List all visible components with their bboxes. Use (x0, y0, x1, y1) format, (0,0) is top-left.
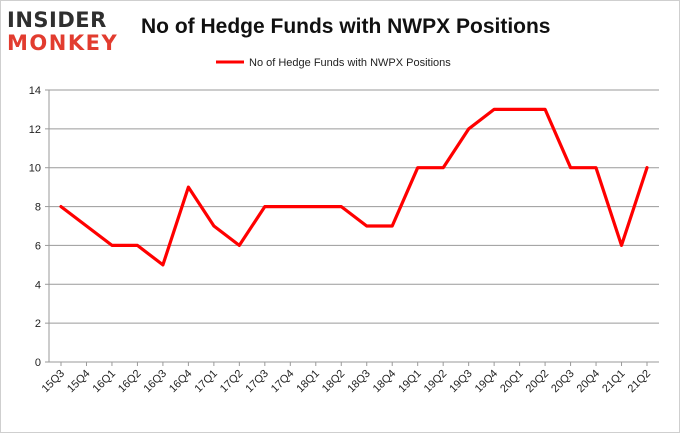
x-tick-label: 20Q4 (575, 368, 603, 396)
data-point (263, 205, 266, 208)
x-tick-label: 15Q4 (65, 368, 93, 396)
data-point (238, 244, 241, 247)
insider-monkey-logo: INSIDER MONKEY (7, 9, 133, 59)
data-point (544, 108, 547, 111)
data-point (85, 225, 88, 228)
y-tick-label: 14 (29, 85, 41, 97)
axes: 0246810121415Q315Q416Q116Q216Q316Q417Q11… (29, 85, 653, 395)
x-tick-label: 18Q1 (294, 368, 322, 396)
gridlines (49, 89, 659, 363)
y-tick-label: 4 (35, 279, 41, 291)
x-tick-label: 20Q1 (498, 368, 526, 396)
y-tick-label: 2 (35, 318, 41, 330)
data-point (416, 166, 419, 169)
data-point (289, 205, 292, 208)
y-tick-label: 6 (35, 240, 41, 252)
y-tick-label: 0 (35, 357, 41, 369)
x-tick-label: 16Q2 (116, 368, 144, 396)
data-point (340, 205, 343, 208)
y-tick-label: 10 (29, 163, 41, 175)
data-point (212, 225, 215, 228)
legend-label: No of Hedge Funds with NWPX Positions (249, 57, 451, 69)
x-tick-label: 19Q2 (422, 368, 450, 396)
data-point (518, 108, 521, 111)
data-point (187, 186, 190, 189)
logo-line-1: INSIDER (7, 8, 107, 32)
x-tick-label: 17Q3 (243, 368, 271, 396)
data-point (314, 205, 317, 208)
x-tick-label: 19Q1 (396, 368, 424, 396)
data-point (391, 225, 394, 228)
x-tick-label: 17Q4 (269, 368, 297, 396)
x-tick-label: 19Q4 (473, 368, 501, 396)
x-tick-label: 20Q2 (524, 368, 552, 396)
data-point (136, 244, 139, 247)
x-tick-label: 21Q1 (600, 368, 628, 396)
x-tick-label: 21Q2 (626, 368, 654, 396)
data-point (620, 244, 623, 247)
x-tick-label: 17Q2 (218, 368, 246, 396)
data-point (493, 108, 496, 111)
chart-title: No of Hedge Funds with NWPX Positions (141, 15, 551, 38)
x-tick-label: 18Q3 (345, 368, 373, 396)
x-tick-label: 18Q2 (320, 368, 348, 396)
x-tick-label: 17Q1 (192, 368, 220, 396)
data-point (646, 166, 649, 169)
y-tick-label: 8 (35, 202, 41, 214)
x-tick-label: 16Q3 (142, 368, 170, 396)
data-point (111, 244, 114, 247)
x-tick-label: 15Q3 (40, 368, 68, 396)
data-point (60, 205, 63, 208)
data-point (365, 225, 368, 228)
logo-line-2: MONKEY (7, 31, 119, 55)
series-line-0 (59, 107, 649, 267)
x-tick-label: 20Q3 (549, 368, 577, 396)
legend: No of Hedge Funds with NWPX Positions (216, 57, 451, 69)
x-tick-label: 16Q1 (91, 368, 119, 396)
data-point (569, 166, 572, 169)
y-tick-label: 12 (29, 124, 41, 136)
series-lines (59, 107, 649, 267)
x-tick-label: 16Q4 (167, 368, 195, 396)
data-point (162, 263, 165, 266)
data-point (595, 166, 598, 169)
x-tick-label: 19Q3 (447, 368, 475, 396)
data-point (442, 166, 445, 169)
data-point (467, 127, 470, 130)
x-tick-label: 18Q4 (371, 368, 399, 396)
